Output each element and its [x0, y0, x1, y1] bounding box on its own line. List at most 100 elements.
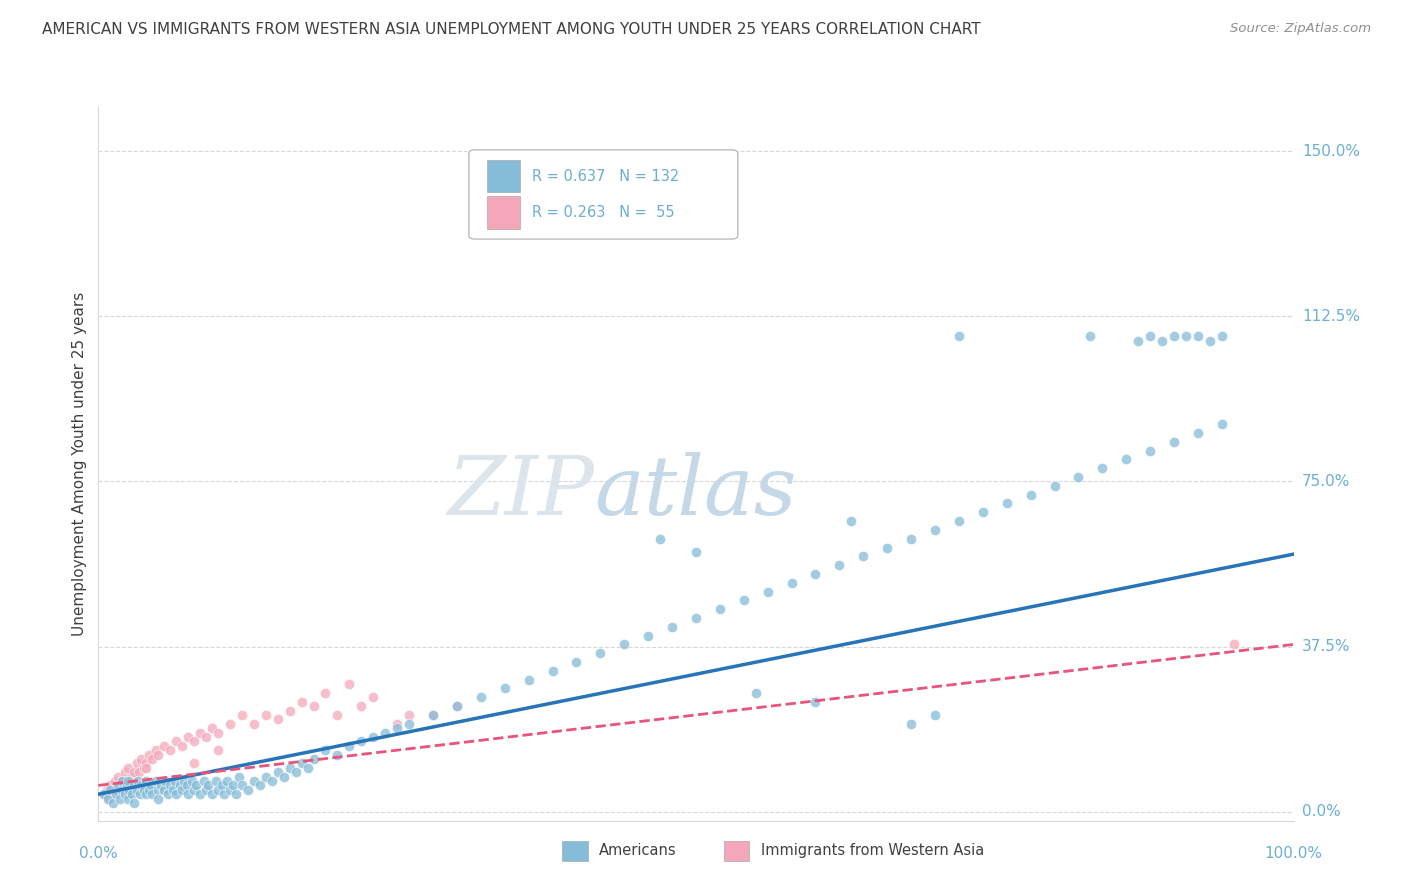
Point: [900, 532, 922, 546]
Point: [350, 699, 373, 714]
Point: [211, 778, 233, 792]
Point: [153, 739, 176, 753]
Point: [149, 778, 172, 792]
Point: [104, 774, 127, 789]
Point: [1115, 452, 1137, 467]
Text: AMERICAN VS IMMIGRANTS FROM WESTERN ASIA UNEMPLOYMENT AMONG YOUTH UNDER 25 YEARS: AMERICAN VS IMMIGRANTS FROM WESTERN ASIA…: [42, 22, 981, 37]
Point: [231, 707, 253, 722]
Point: [422, 707, 444, 722]
Y-axis label: Unemployment Among Youth under 25 years: Unemployment Among Youth under 25 years: [72, 292, 87, 636]
Point: [125, 756, 148, 771]
Point: [948, 329, 970, 343]
Point: [1139, 443, 1161, 458]
Point: [159, 743, 181, 757]
Point: [128, 765, 150, 780]
Point: [207, 743, 229, 757]
Point: [163, 774, 186, 789]
Text: 75.0%: 75.0%: [1302, 474, 1350, 489]
Point: [172, 782, 194, 797]
Text: 100.0%: 100.0%: [1264, 846, 1323, 861]
Point: [197, 778, 219, 792]
Text: 37.5%: 37.5%: [1302, 640, 1350, 654]
Point: [173, 774, 195, 789]
Point: [1043, 479, 1066, 493]
Point: [828, 558, 851, 573]
Point: [1222, 637, 1246, 651]
Point: [177, 730, 200, 744]
Point: [876, 541, 898, 555]
Point: [1187, 425, 1209, 440]
Point: [201, 787, 224, 801]
Point: [135, 761, 157, 775]
Point: [135, 774, 157, 789]
Point: [398, 707, 420, 722]
Point: [138, 782, 160, 797]
Point: [228, 770, 250, 784]
Point: [96, 782, 118, 797]
Point: [105, 782, 128, 797]
Point: [177, 787, 200, 801]
Point: [326, 707, 349, 722]
Point: [148, 747, 170, 762]
Point: [176, 778, 198, 792]
Point: [165, 734, 187, 748]
Point: [114, 787, 136, 801]
Point: [900, 716, 922, 731]
Point: [273, 770, 295, 784]
Point: [169, 778, 191, 792]
Point: [129, 787, 152, 801]
Point: [194, 730, 217, 744]
Bar: [486, 161, 520, 193]
Point: [613, 637, 636, 651]
Point: [188, 787, 211, 801]
Point: [183, 734, 205, 748]
Text: atlas: atlas: [595, 452, 797, 533]
Point: [121, 770, 143, 784]
Point: [1163, 434, 1185, 449]
Point: [243, 774, 266, 789]
Point: [107, 778, 129, 792]
Text: R = 0.263   N =  55: R = 0.263 N = 55: [533, 205, 675, 220]
Point: [1163, 329, 1185, 343]
Point: [446, 699, 468, 714]
Point: [118, 782, 141, 797]
Point: [852, 549, 875, 564]
Point: [108, 791, 131, 805]
Point: [155, 774, 177, 789]
Point: [124, 765, 146, 780]
Point: [804, 566, 827, 581]
Point: [117, 761, 139, 775]
Point: [101, 787, 124, 801]
Point: [127, 774, 149, 789]
Point: [745, 686, 768, 700]
Point: [290, 695, 312, 709]
Point: [1211, 329, 1233, 343]
Point: [685, 611, 707, 625]
Point: [1198, 334, 1220, 348]
Point: [302, 699, 325, 714]
Point: [138, 747, 160, 762]
Point: [267, 712, 290, 726]
Point: [111, 782, 134, 797]
Point: [201, 721, 224, 735]
Point: [139, 778, 162, 792]
Point: [141, 787, 163, 801]
Point: [98, 782, 122, 797]
Point: [470, 690, 492, 705]
Point: [254, 770, 277, 784]
Point: [115, 774, 138, 789]
Point: [243, 716, 266, 731]
Point: [326, 747, 349, 762]
Point: [315, 743, 337, 757]
Bar: [486, 196, 520, 228]
Point: [105, 787, 128, 801]
Point: [183, 782, 205, 797]
Point: [131, 778, 153, 792]
Point: [637, 629, 659, 643]
Point: [284, 765, 307, 780]
Point: [188, 725, 211, 739]
Point: [132, 761, 155, 775]
Point: [159, 778, 181, 792]
Point: [374, 725, 396, 739]
Text: 112.5%: 112.5%: [1302, 309, 1360, 324]
